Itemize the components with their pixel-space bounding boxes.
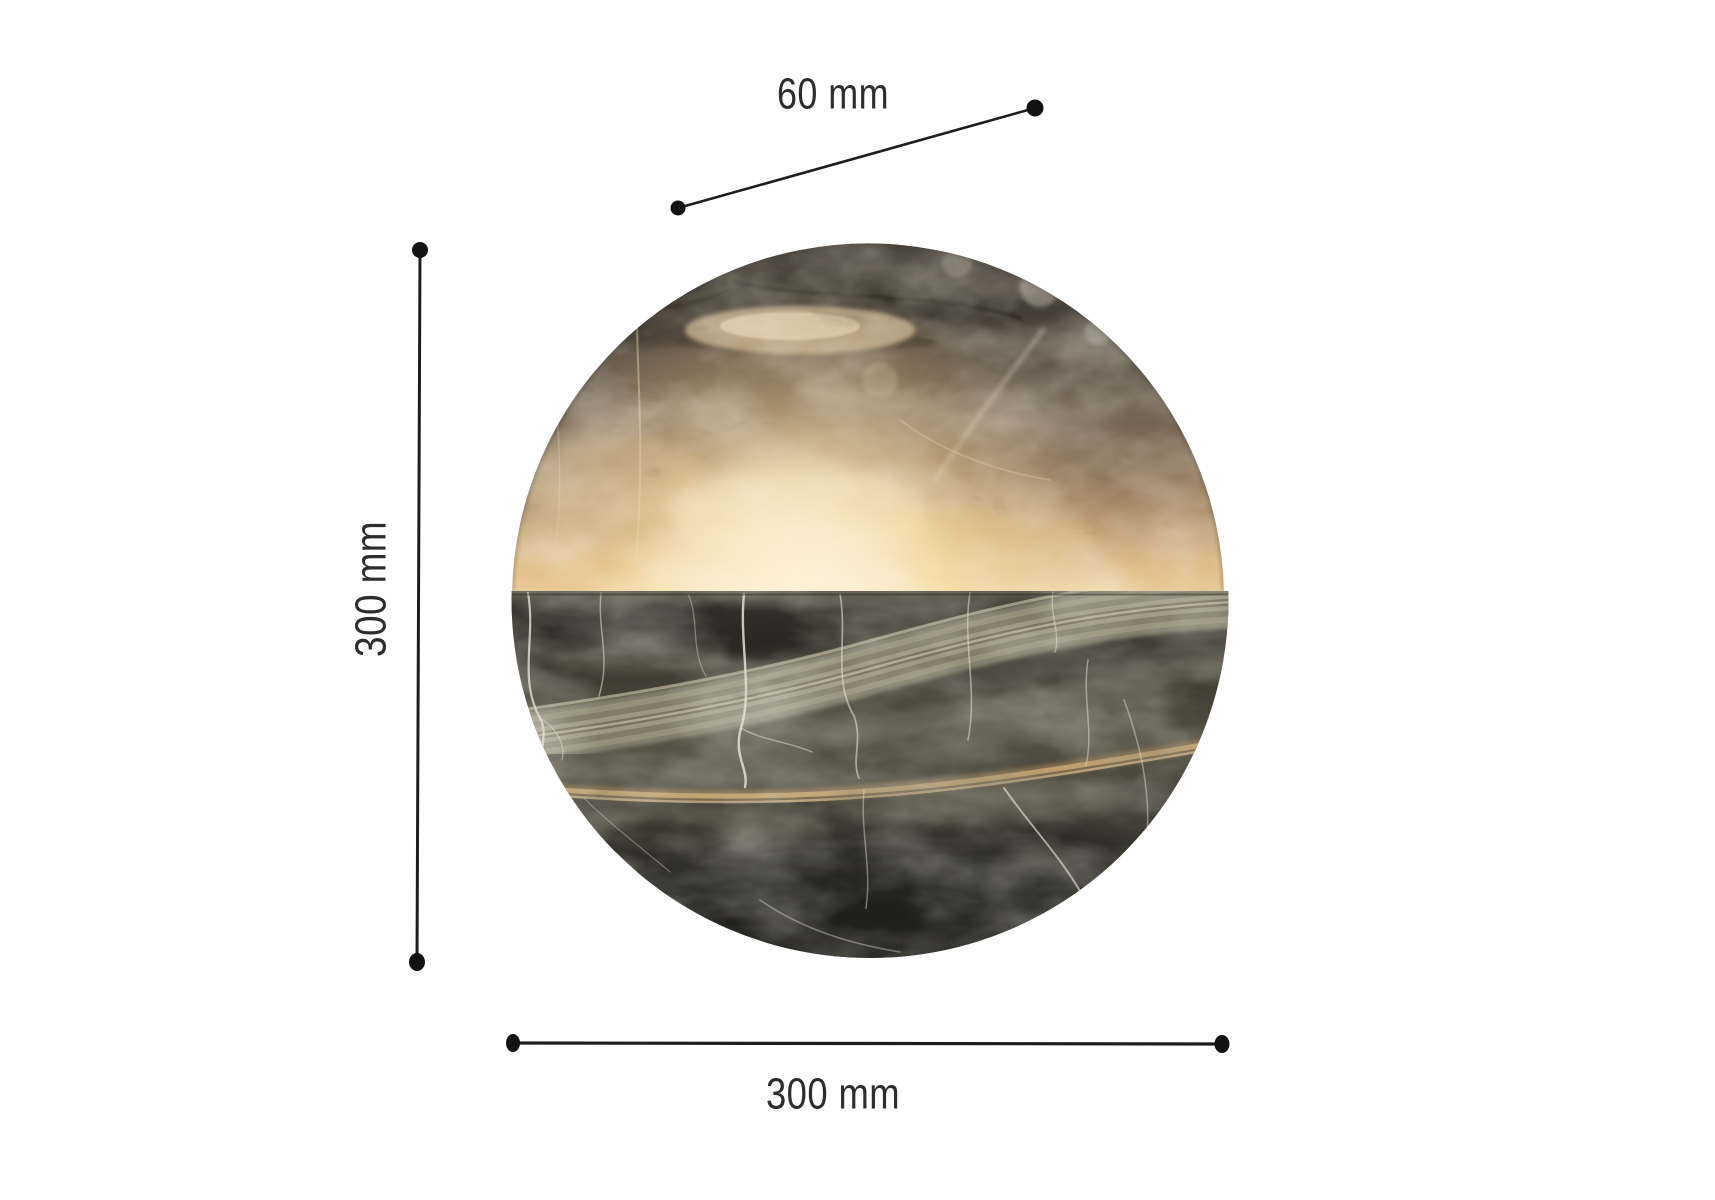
- lamp-bottom-half: [511, 591, 1229, 958]
- depth-dimension-label: 60 mm: [777, 70, 889, 119]
- height-endpoint-dot-bottom: [409, 953, 425, 971]
- dimension-height: 300 mm: [347, 242, 428, 971]
- height-dimension-label: 300 mm: [347, 521, 396, 657]
- depth-dimension-line: [676, 106, 1037, 210]
- dimension-depth: 60 mm: [670, 70, 1044, 216]
- height-dimension-line: [415, 248, 422, 964]
- width-endpoint-dot-left: [506, 1034, 520, 1052]
- depth-endpoint-dot-right: [1026, 99, 1044, 117]
- width-dimension-line: [511, 1041, 1224, 1046]
- height-endpoint-dot-top: [412, 242, 428, 258]
- lamp-illustration: [511, 243, 1229, 958]
- dimension-width: 300 mm: [506, 1034, 1230, 1119]
- width-endpoint-dot-right: [1214, 1035, 1230, 1053]
- width-dimension-label: 300 mm: [766, 1070, 900, 1119]
- lamp-top-half: [512, 243, 1224, 592]
- depth-endpoint-dot-left: [670, 200, 686, 216]
